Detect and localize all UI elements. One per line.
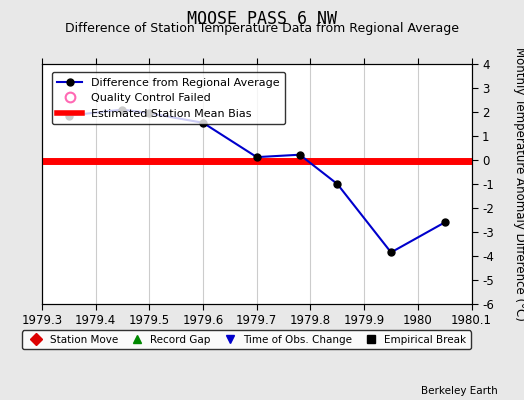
Text: Difference of Station Temperature Data from Regional Average: Difference of Station Temperature Data f… (65, 22, 459, 35)
Text: Berkeley Earth: Berkeley Earth (421, 386, 498, 396)
Legend: Station Move, Record Gap, Time of Obs. Change, Empirical Break: Station Move, Record Gap, Time of Obs. C… (22, 330, 471, 349)
Y-axis label: Monthly Temperature Anomaly Difference (°C): Monthly Temperature Anomaly Difference (… (514, 47, 524, 321)
Text: MOOSE PASS 6 NW: MOOSE PASS 6 NW (187, 10, 337, 28)
Legend: Difference from Regional Average, Quality Control Failed, Estimated Station Mean: Difference from Regional Average, Qualit… (52, 72, 285, 124)
